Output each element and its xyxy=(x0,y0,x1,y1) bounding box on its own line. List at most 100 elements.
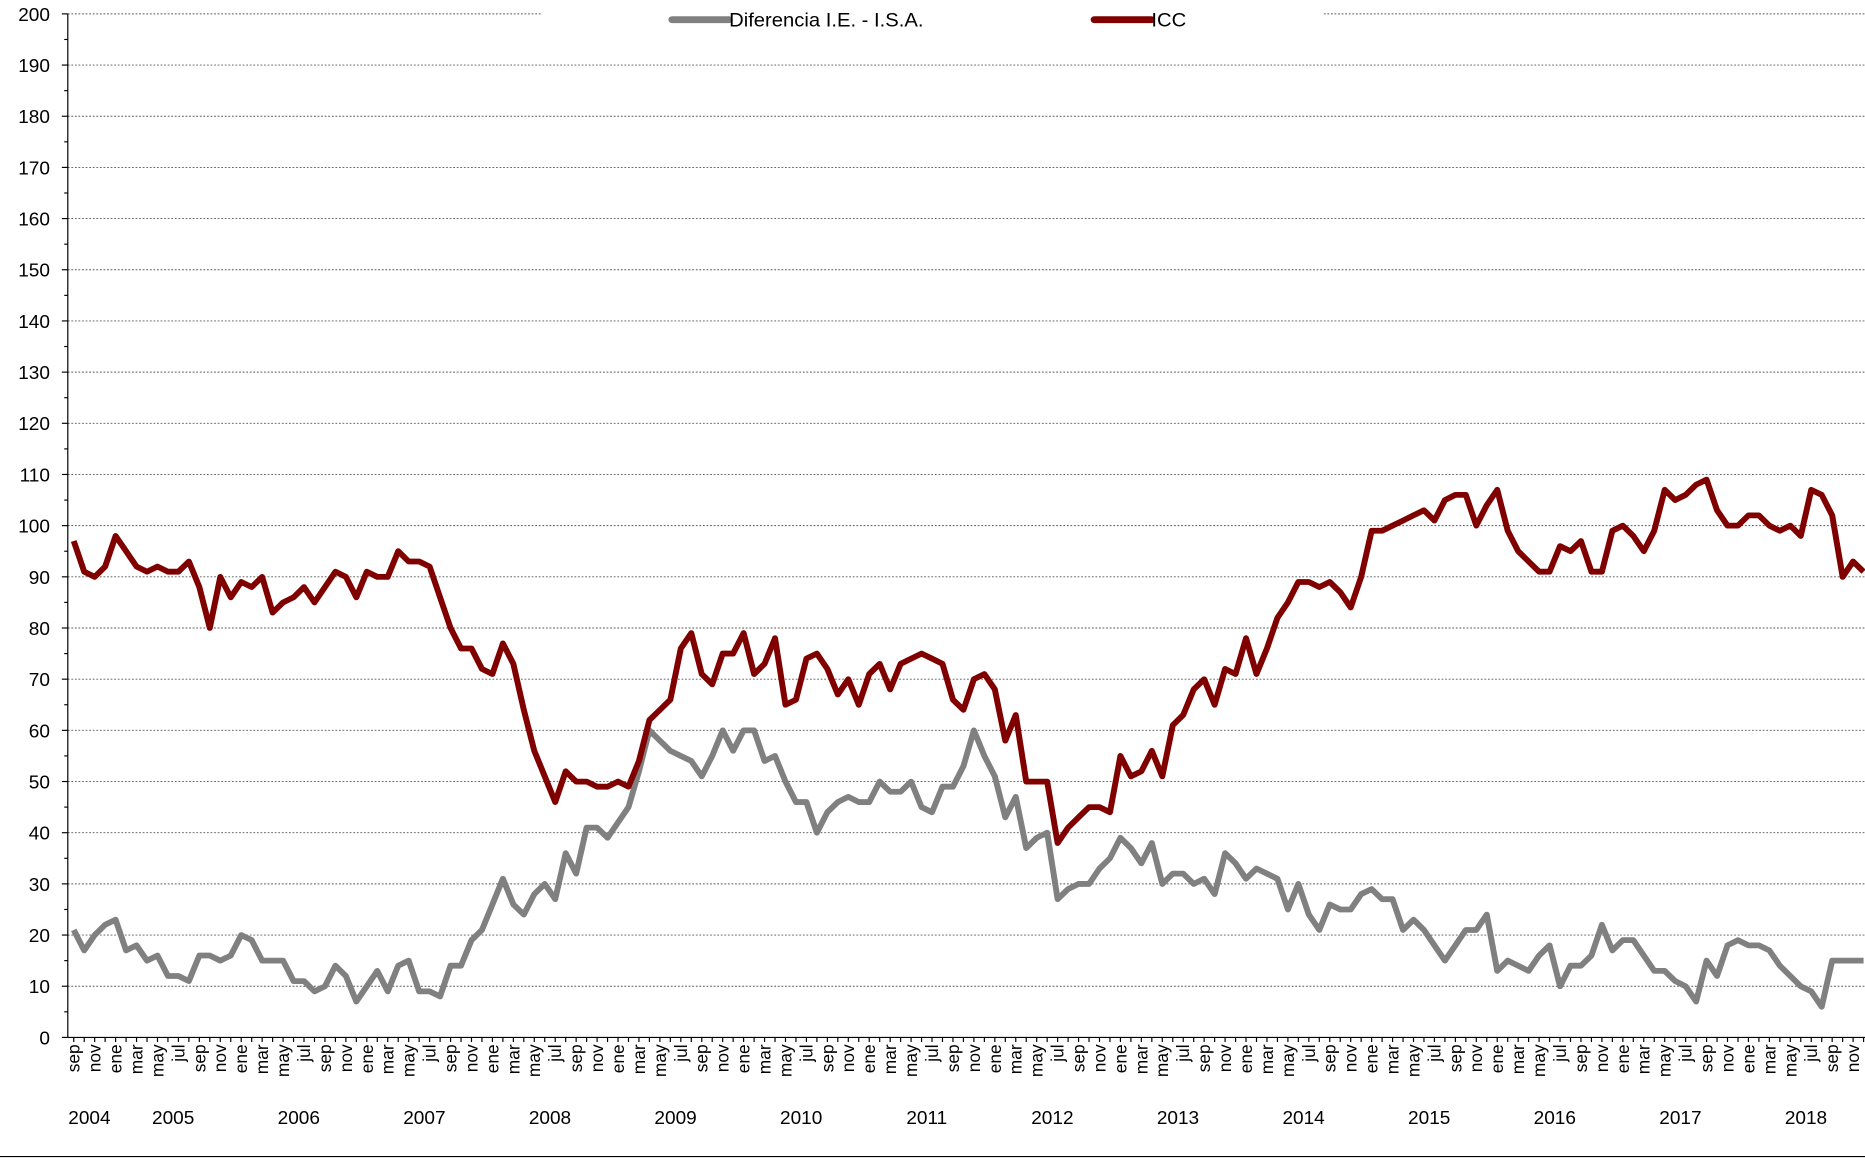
x-tick-label: jul xyxy=(1801,1044,1821,1062)
x-tick-label: nov xyxy=(461,1044,481,1072)
y-tick-label: 140 xyxy=(18,311,50,332)
x-tick-label: mar xyxy=(1508,1044,1528,1074)
y-tick-label: 130 xyxy=(18,362,50,383)
y-tick-label: 150 xyxy=(18,260,50,281)
x-tick-label: mar xyxy=(1257,1044,1277,1074)
x-tick-label: may xyxy=(1780,1044,1800,1077)
x-tick-label: jul xyxy=(419,1044,439,1062)
x-tick-label: jul xyxy=(1550,1044,1570,1062)
x-tick-label: nov xyxy=(84,1044,104,1072)
y-tick-label: 10 xyxy=(29,976,50,997)
x-tick-label: sep xyxy=(817,1044,837,1072)
x-tick-label: sep xyxy=(566,1044,586,1072)
y-tick-label: 200 xyxy=(18,4,50,25)
x-tick-label: sep xyxy=(63,1044,83,1072)
x-tick-label: jul xyxy=(1299,1044,1319,1062)
x-group-label: 2018 xyxy=(1785,1107,1827,1128)
x-tick-label: mar xyxy=(1759,1044,1779,1074)
x-group-label: 2004 xyxy=(68,1107,110,1128)
x-tick-label: ene xyxy=(1613,1044,1633,1073)
y-tick-label: 180 xyxy=(18,106,50,127)
series-line xyxy=(71,727,1864,1010)
x-tick-label: mar xyxy=(1382,1044,1402,1074)
x-tick-label: ene xyxy=(608,1044,628,1073)
x-tick-label: jul xyxy=(671,1044,691,1062)
x-tick-label: sep xyxy=(691,1044,711,1072)
x-group-label: 2007 xyxy=(403,1107,445,1128)
x-tick-label: jul xyxy=(168,1044,188,1062)
x-tick-label: jul xyxy=(922,1044,942,1062)
y-tick-label: 100 xyxy=(18,516,50,537)
x-tick-label: may xyxy=(1278,1044,1298,1077)
x-tick-label: ene xyxy=(1236,1044,1256,1073)
y-tick-label: 160 xyxy=(18,209,50,230)
series-line xyxy=(70,476,1865,846)
x-group-label: 2006 xyxy=(278,1107,320,1128)
x-tick-label: may xyxy=(273,1044,293,1077)
x-tick-label: nov xyxy=(210,1044,230,1072)
x-group-label: 2011 xyxy=(906,1107,947,1128)
x-tick-label: ene xyxy=(733,1044,753,1073)
x-tick-label: sep xyxy=(943,1044,963,1072)
x-tick-label: ene xyxy=(1738,1044,1758,1073)
x-tick-label: nov xyxy=(1592,1044,1612,1072)
x-tick-label: nov xyxy=(964,1044,984,1072)
x-tick-label: sep xyxy=(440,1044,460,1072)
x-group-label: 2015 xyxy=(1408,1107,1450,1128)
x-group-label: 2008 xyxy=(529,1107,571,1128)
y-tick-label: 110 xyxy=(20,465,50,486)
y-tick-label: 30 xyxy=(29,874,50,895)
legend-label: Diferencia I.E. - I.S.A. xyxy=(729,10,923,32)
x-tick-label: nov xyxy=(1717,1044,1737,1072)
x-group-label: 2005 xyxy=(152,1107,194,1128)
x-tick-label: mar xyxy=(754,1044,774,1074)
legend-label: ICC xyxy=(1151,10,1186,32)
y-tick-label: 60 xyxy=(29,721,50,742)
x-tick-label: nov xyxy=(1340,1044,1360,1072)
x-tick-label: nov xyxy=(1843,1044,1863,1072)
x-tick-label: mar xyxy=(377,1044,397,1074)
x-group-label: 2010 xyxy=(780,1107,822,1128)
x-group-label: 2016 xyxy=(1534,1107,1576,1128)
legend-box xyxy=(541,0,1324,38)
x-tick-label: sep xyxy=(1194,1044,1214,1072)
y-tick-label: 170 xyxy=(18,158,50,179)
y-tick-label: 40 xyxy=(29,823,50,844)
y-tick-label: 90 xyxy=(29,567,50,588)
x-tick-label: ene xyxy=(357,1044,377,1073)
x-tick-label: jul xyxy=(796,1044,816,1062)
x-group-label: 2014 xyxy=(1282,1107,1324,1128)
x-tick-label: nov xyxy=(587,1044,607,1072)
x-tick-label: may xyxy=(1026,1044,1046,1077)
x-tick-label: may xyxy=(650,1044,670,1077)
x-tick-label: nov xyxy=(336,1044,356,1072)
x-tick-label: mar xyxy=(252,1044,272,1074)
y-tick-label: 50 xyxy=(29,772,50,793)
y-tick-label: 80 xyxy=(29,618,50,639)
x-tick-label: mar xyxy=(629,1044,649,1074)
x-tick-label: nov xyxy=(1215,1044,1235,1072)
x-tick-label: may xyxy=(775,1044,795,1077)
x-tick-label: sep xyxy=(1571,1044,1591,1072)
x-tick-label: ene xyxy=(1110,1044,1130,1073)
x-tick-label: sep xyxy=(315,1044,335,1072)
x-tick-label: jul xyxy=(1173,1044,1193,1062)
x-tick-label: nov xyxy=(1089,1044,1109,1072)
x-tick-label: sep xyxy=(1068,1044,1088,1072)
x-tick-label: mar xyxy=(880,1044,900,1074)
x-tick-label: ene xyxy=(1487,1044,1507,1073)
x-tick-label: mar xyxy=(1005,1044,1025,1074)
y-tick-label: 120 xyxy=(18,413,50,434)
x-tick-label: ene xyxy=(985,1044,1005,1073)
x-tick-label: may xyxy=(1654,1044,1674,1077)
x-tick-label: may xyxy=(1403,1044,1423,1077)
x-tick-label: jul xyxy=(1675,1044,1695,1062)
x-tick-label: sep xyxy=(189,1044,209,1072)
x-tick-label: sep xyxy=(1696,1044,1716,1072)
x-tick-label: ene xyxy=(482,1044,502,1073)
x-tick-label: jul xyxy=(545,1044,565,1062)
x-tick-label: mar xyxy=(503,1044,523,1074)
x-tick-label: mar xyxy=(1131,1044,1151,1074)
x-tick-label: ene xyxy=(105,1044,125,1073)
